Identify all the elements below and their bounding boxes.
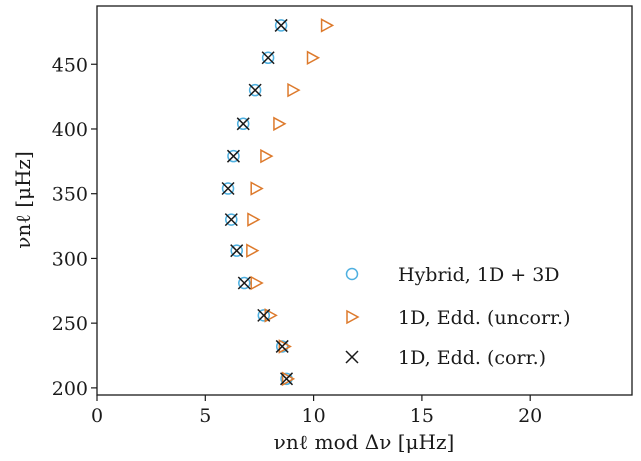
x-tick-label: 10 (302, 405, 326, 427)
data-point-hybrid (225, 213, 238, 226)
data-point-hybrid (238, 276, 251, 290)
data-point-uncorr (264, 308, 278, 323)
data-point-corr (230, 244, 244, 258)
data-point-hybrid (227, 149, 240, 163)
y-axis-title: νnℓ [μHz] (11, 151, 35, 249)
data-point-corr (237, 276, 251, 290)
data-point-corr (236, 117, 250, 131)
data-point-uncorr (273, 116, 287, 132)
legend-marker-triangle (346, 309, 360, 325)
plot-marks (221, 18, 335, 387)
data-point-hybrid (236, 117, 250, 131)
plot-frame (96, 5, 633, 396)
data-point-hybrid (248, 83, 262, 97)
y-tick-label: 350 (52, 184, 88, 206)
legend: Hybrid, 1D + 3D 1D, Edd. (uncorr.) 1D, E… (345, 264, 571, 369)
legend-label-corr: 1D, Edd. (corr.) (398, 347, 546, 369)
data-point-corr (224, 213, 238, 227)
legend-item-corr: 1D, Edd. (corr.) (345, 347, 546, 369)
data-point-hybrid (280, 372, 293, 386)
x-tick-label: 15 (410, 405, 434, 427)
data-point-corr (279, 372, 294, 386)
data-point-corr (226, 149, 240, 163)
legend-item-uncorr: 1D, Edd. (uncorr.) (346, 307, 571, 329)
x-axis-ticks: 0 5 10 15 20 (91, 395, 542, 427)
legend-item-hybrid: Hybrid, 1D + 3D (345, 264, 560, 286)
data-point-uncorr (260, 148, 274, 164)
data-point-hybrid (275, 340, 289, 353)
legend-marker-circle (345, 267, 359, 281)
x-axis-title: νnℓ mod Δν [μHz] (274, 430, 455, 454)
y-tick-label: 400 (52, 119, 88, 141)
data-point-uncorr (320, 18, 335, 33)
data-point-corr (257, 308, 271, 322)
legend-label-hybrid: Hybrid, 1D + 3D (398, 264, 560, 286)
y-tick-label: 200 (52, 378, 88, 400)
data-point-uncorr (281, 371, 296, 387)
data-point-corr (274, 18, 288, 32)
legend-label-uncorr: 1D, Edd. (uncorr.) (398, 307, 571, 329)
data-point-uncorr (246, 243, 260, 258)
data-point-corr (221, 181, 235, 196)
data-point-uncorr (250, 275, 264, 291)
y-axis-ticks: 200 250 300 350 400 450 (52, 54, 97, 400)
data-point-uncorr (287, 82, 301, 98)
x-tick-label: 20 (518, 405, 542, 427)
data-point-hybrid (261, 51, 275, 65)
data-point-corr (261, 51, 275, 65)
data-point-hybrid (257, 309, 271, 322)
x-tick-label: 5 (199, 405, 211, 427)
y-tick-label: 450 (52, 54, 88, 76)
y-tick-label: 250 (52, 313, 88, 335)
data-point-corr (275, 339, 289, 353)
data-point-hybrid (230, 244, 243, 257)
data-point-corr (248, 83, 262, 97)
data-point-hybrid (221, 182, 235, 195)
data-point-uncorr (306, 50, 321, 66)
data-point-uncorr (247, 212, 261, 227)
data-point-hybrid (274, 19, 288, 32)
data-point-uncorr (250, 181, 264, 196)
x-tick-label: 0 (91, 405, 103, 427)
y-tick-label: 300 (52, 248, 88, 270)
legend-marker-x (345, 350, 359, 364)
